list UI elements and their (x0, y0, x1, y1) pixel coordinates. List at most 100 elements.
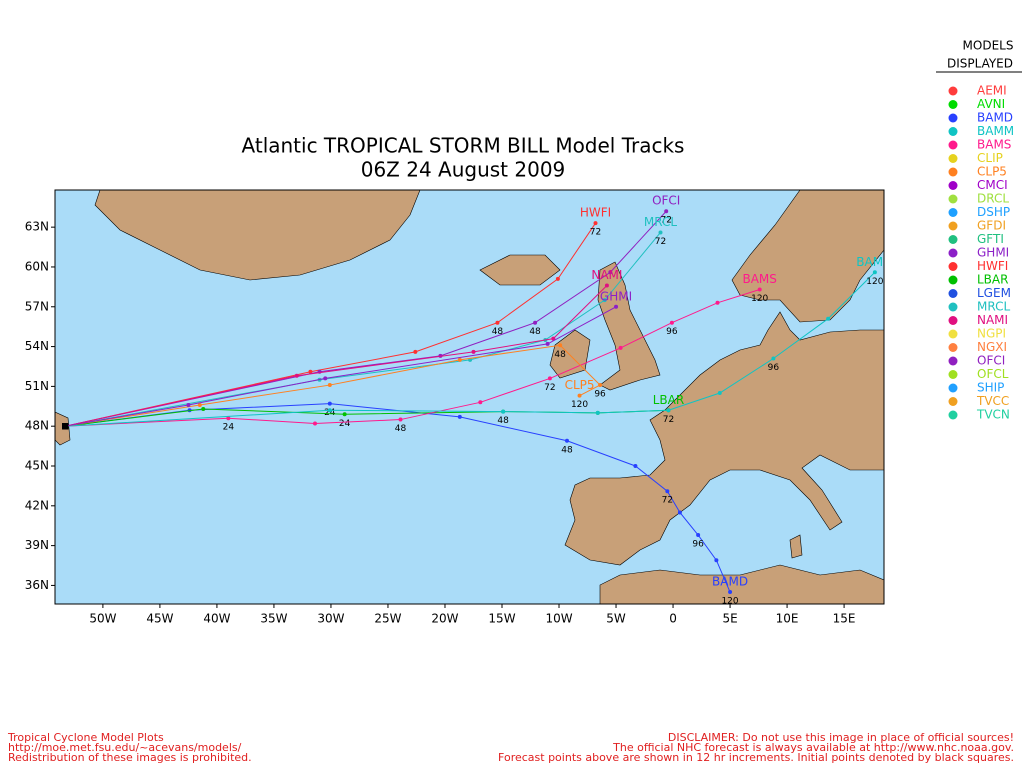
forecast-hour: 72 (660, 216, 671, 226)
legend-dot (948, 167, 958, 177)
y-tick-label: 39N (25, 538, 49, 552)
legend-dot (948, 86, 958, 96)
forecast-point (728, 590, 733, 595)
legend-label: NGPI (977, 327, 1006, 341)
forecast-hour: 48 (497, 416, 509, 426)
forecast-hour: 72 (590, 228, 601, 238)
legend-label: GHMI (977, 246, 1009, 260)
x-tick-label: 25W (374, 612, 401, 626)
forecast-point (501, 409, 506, 414)
forecast-hour: 48 (561, 445, 573, 455)
forecast-point (323, 376, 328, 381)
y-tick-label: 42N (25, 498, 49, 512)
forecast-hour: 24 (339, 419, 351, 429)
legend-label: MRCL (977, 300, 1010, 314)
forecast-point (312, 421, 317, 426)
legend-dot (948, 397, 958, 406)
x-tick-label: 10W (545, 612, 572, 626)
forecast-point (595, 410, 600, 415)
legend-label: DSHP (977, 205, 1010, 219)
forecast-point (577, 393, 582, 398)
legend-dot (948, 289, 958, 298)
forecast-point (551, 336, 556, 341)
legend-dot (948, 302, 958, 312)
forecast-point (604, 283, 609, 288)
forecast-point (696, 533, 701, 537)
legend-label: LBAR (977, 273, 1008, 287)
forecast-point (664, 209, 669, 214)
x-tick-label: 30W (317, 612, 344, 626)
forecast-point (457, 414, 462, 419)
forecast-point (201, 406, 206, 411)
map-frame (54, 189, 885, 605)
legend-dot (948, 127, 958, 136)
legend-dot (948, 154, 958, 163)
legend-dot (948, 221, 958, 231)
legend-label: OFCL (977, 367, 1009, 381)
track-line (65, 222, 596, 427)
forecast-hour: 120 (751, 294, 768, 304)
forecast-point (658, 230, 663, 235)
forecast-hour: 48 (492, 327, 504, 337)
legend-label: AEMI (977, 84, 1007, 98)
x-tick-label: 50W (89, 612, 116, 626)
forecast-point (327, 401, 332, 406)
track-line (65, 289, 760, 427)
track-name: BAMD (712, 575, 748, 589)
legend-label: NAMI (977, 313, 1008, 327)
forecast-point (413, 349, 418, 354)
forecast-point (715, 300, 720, 305)
legend-label: CLIP (977, 151, 1003, 165)
forecast-point (308, 369, 313, 374)
legend-dot (948, 181, 958, 190)
legend-label: BAMD (977, 111, 1013, 125)
forecast-point (618, 345, 623, 350)
legend-dot (948, 343, 958, 352)
forecast-point (197, 402, 202, 407)
forecast-hour: 24 (223, 423, 235, 433)
legend-dot (948, 262, 958, 271)
track-name: OFCI (652, 194, 680, 208)
forecast-point (614, 304, 619, 309)
legend-dot (948, 370, 958, 379)
legend-label: OFCI (977, 354, 1005, 368)
legend-label: HWFI (977, 259, 1008, 273)
forecast-point (327, 383, 332, 388)
track-name: HWFI (580, 206, 611, 220)
legend-title: MODELS (963, 39, 1014, 53)
map: 24 48 72 96 120 BAMD 24 48 72 LBAR 24 48 72 96 120 BAMS… (55, 190, 884, 604)
land (55, 190, 884, 604)
legend-dot (948, 248, 958, 258)
legend-label: TVCC (976, 394, 1009, 408)
legend-label: NGXI (977, 340, 1007, 354)
forecast-point (478, 400, 483, 405)
x-tick-label: 20W (431, 612, 458, 626)
legend-label: CLP5 (977, 165, 1007, 179)
forecast-point (633, 464, 638, 468)
forecast-point (677, 510, 682, 515)
y-tick-label: 63N (25, 220, 49, 234)
legend-dot (948, 316, 958, 325)
forecast-point (826, 316, 831, 321)
y-tick-label: 60N (25, 259, 49, 273)
x-tick-label: 35W (260, 612, 287, 626)
forecast-point (714, 558, 719, 563)
legend-dot (948, 113, 958, 123)
tracks: 24 48 72 96 120 BAMD 24 48 72 LBAR 24 48 72 96 120 BAMS… (62, 194, 884, 604)
forecast-point (666, 408, 671, 413)
legend-label: SHIP (977, 381, 1004, 395)
legend-dot (948, 235, 958, 244)
legend-label: BAMM (977, 124, 1014, 138)
forecast-point (564, 438, 569, 443)
forecast-point (471, 349, 476, 354)
legend-label: AVNI (977, 97, 1005, 111)
forecast-hour: 72 (663, 415, 674, 425)
track-name: BAMS (742, 272, 776, 286)
forecast-point (457, 357, 462, 362)
forecast-hour: 96 (692, 540, 704, 550)
track-name: CLP5 (565, 378, 595, 392)
axes: 50W 45W 40W 35W 30W 25W 20W 15W 10W 5W 0 5E 10E 15E 63… (25, 220, 856, 626)
forecast-point (545, 341, 550, 346)
forecast-point (669, 320, 674, 325)
